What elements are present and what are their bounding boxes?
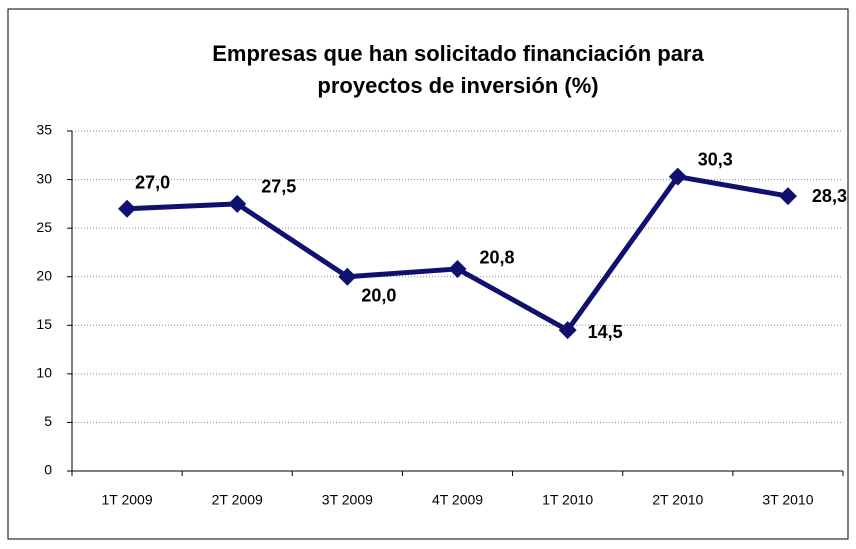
value-label: 20,0 <box>361 285 396 305</box>
chart-title: Empresas que han solicitado financiación… <box>212 41 704 66</box>
value-label: 27,5 <box>261 177 296 197</box>
marker <box>338 267 357 286</box>
value-label: 14,5 <box>588 322 623 342</box>
y-tick-label: 10 <box>36 365 52 381</box>
value-label: 27,0 <box>135 172 170 192</box>
x-tick-label: 1T 2009 <box>102 492 153 508</box>
value-label: 28,3 <box>812 186 847 206</box>
x-tick-label: 2T 2010 <box>652 492 703 508</box>
y-tick-label: 15 <box>36 316 52 332</box>
y-tick-label: 25 <box>36 219 52 235</box>
marker <box>668 167 687 186</box>
x-tick-label: 3T 2010 <box>762 492 813 508</box>
x-tick-label: 1T 2010 <box>542 492 593 508</box>
y-tick-label: 5 <box>44 413 52 429</box>
chart-title: proyectos de inversión (%) <box>317 73 598 98</box>
y-tick-label: 30 <box>36 170 52 186</box>
x-tick-label: 3T 2009 <box>322 492 373 508</box>
chart-frame <box>7 8 849 540</box>
y-tick-label: 35 <box>36 122 52 138</box>
y-tick-label: 20 <box>36 267 52 283</box>
value-label: 20,8 <box>480 248 515 268</box>
y-tick-label: 0 <box>44 462 52 478</box>
marker <box>558 321 577 340</box>
marker <box>118 199 137 218</box>
marker <box>778 187 797 206</box>
marker <box>228 194 247 213</box>
marker <box>448 259 467 278</box>
x-tick-label: 2T 2009 <box>212 492 263 508</box>
value-label: 30,3 <box>698 149 733 169</box>
x-tick-label: 4T 2009 <box>432 492 483 508</box>
